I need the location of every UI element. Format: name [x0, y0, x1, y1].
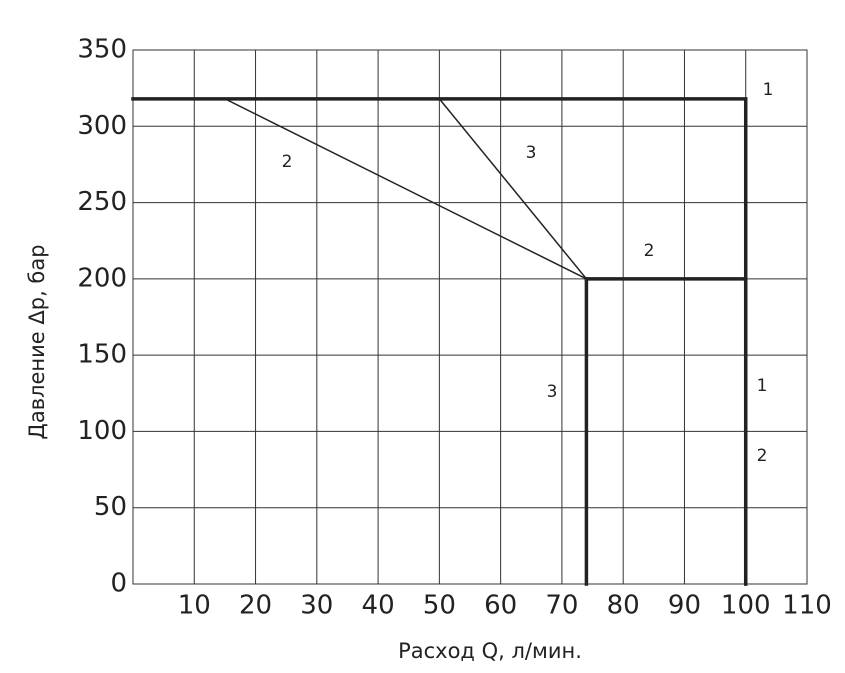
x-tick-label: 10: [178, 591, 211, 621]
y-tick-label: 0: [110, 569, 127, 599]
line: [438, 97, 588, 280]
annotation: 1: [763, 80, 774, 100]
x-tick-label: 50: [423, 591, 456, 621]
annotation: 3: [547, 382, 558, 402]
x-tick-label: 70: [545, 591, 578, 621]
plot-frame: [132, 49, 808, 585]
line: [584, 277, 748, 586]
x-tick-label: 110: [782, 591, 832, 621]
y-tick-label: 250: [77, 187, 127, 217]
x-tick-label: 20: [239, 591, 272, 621]
annotation: 2: [757, 446, 768, 466]
annotation: 2: [282, 152, 293, 172]
x-tick-label: 100: [721, 591, 771, 621]
x-tick-label: 40: [362, 591, 395, 621]
annotation: 2: [644, 241, 655, 261]
y-tick-label: 350: [77, 35, 127, 65]
annotation: 1: [757, 376, 768, 396]
y-axis-label: Давление Δр, бар: [25, 244, 49, 439]
y-tick-label: 300: [77, 111, 127, 141]
x-tick-label: 30: [300, 591, 333, 621]
y-tick-label: 50: [94, 492, 127, 522]
x-tick-label: 90: [668, 591, 701, 621]
x-tick-label: 60: [484, 591, 517, 621]
x-axis-label: Расход Q, л/мин.: [398, 639, 582, 663]
x-tick-label: 80: [607, 591, 640, 621]
line: [223, 97, 588, 280]
y-tick-label: 150: [77, 340, 127, 370]
y-tick-label: 100: [77, 416, 127, 446]
annotation: 3: [526, 143, 537, 163]
y-tick-label: 200: [77, 263, 127, 293]
